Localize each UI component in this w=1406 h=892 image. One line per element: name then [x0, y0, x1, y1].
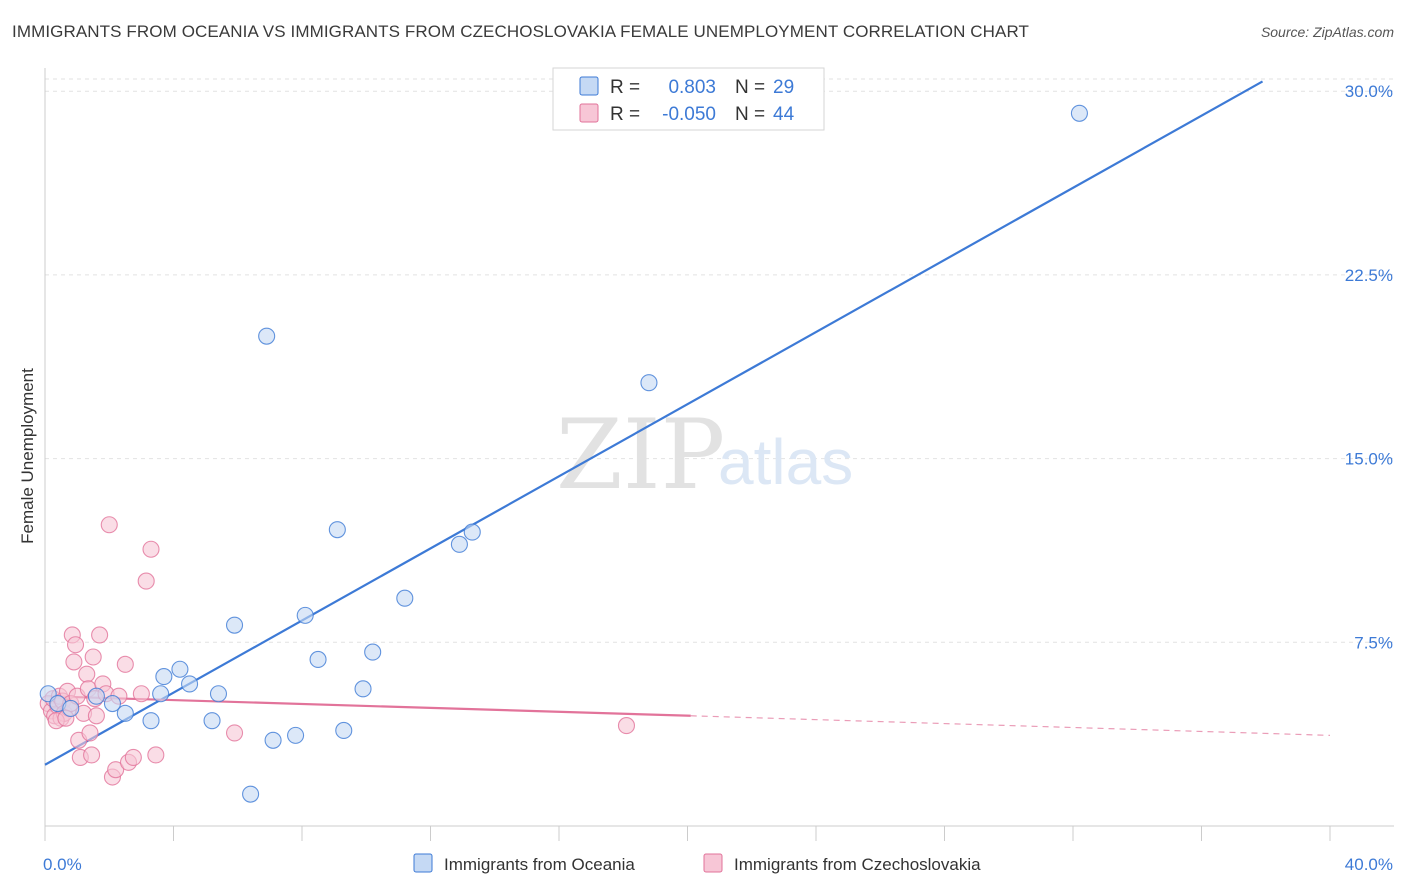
point-czechoslovakia	[137, 572, 155, 590]
legend-label-czechoslovakia: Immigrants from Czechoslovakia	[734, 855, 981, 874]
point-czechoslovakia	[84, 648, 102, 666]
point-oceania	[62, 699, 80, 717]
point-oceania	[142, 712, 160, 730]
legend: Immigrants from Oceania Immigrants from …	[413, 853, 981, 874]
point-czechoslovakia	[147, 746, 165, 764]
trend-line-czechoslovakia-extension	[690, 715, 1331, 736]
point-czechoslovakia	[225, 724, 244, 742]
stats-swatch-czechoslovakia	[579, 103, 599, 123]
point-czechoslovakia	[87, 707, 105, 725]
gridlines	[45, 78, 1394, 643]
point-oceania	[225, 616, 244, 634]
watermark: ZIP atlas	[556, 399, 853, 511]
stats-n-label-oceania: N =	[735, 77, 765, 98]
point-oceania	[328, 521, 346, 539]
point-oceania	[450, 535, 468, 553]
point-czechoslovakia	[107, 761, 125, 779]
series-oceania-points	[39, 104, 1088, 803]
point-oceania	[203, 712, 221, 730]
legend-swatch-oceania	[413, 853, 433, 873]
watermark-atlas: atlas	[718, 426, 853, 498]
point-oceania	[335, 721, 353, 740]
point-czechoslovakia	[617, 717, 636, 735]
point-oceania	[181, 675, 199, 693]
y-tick-label: 22.5%	[1345, 266, 1393, 285]
y-tick-label: 7.5%	[1354, 633, 1393, 652]
stats-n-label-czechoslovakia: N =	[735, 104, 765, 125]
point-czechoslovakia	[66, 636, 85, 654]
axes	[44, 68, 1394, 841]
point-czechoslovakia	[124, 748, 142, 766]
point-czechoslovakia	[116, 655, 134, 673]
y-tick-label: 15.0%	[1345, 450, 1393, 469]
point-czechoslovakia	[132, 685, 150, 703]
legend-swatch-czechoslovakia	[703, 853, 723, 873]
stats-r-value-czechoslovakia: -0.050	[662, 104, 716, 125]
stats-r-label-oceania: R =	[610, 77, 640, 98]
point-oceania	[209, 685, 228, 703]
point-oceania	[396, 589, 414, 607]
point-czechoslovakia	[81, 724, 99, 742]
point-oceania	[87, 687, 105, 705]
y-axis-label: Female Unemployment	[18, 368, 37, 544]
stats-n-value-oceania: 29	[773, 77, 794, 98]
point-oceania	[171, 660, 189, 678]
point-czechoslovakia	[78, 665, 96, 683]
stats-r-label-czechoslovakia: R =	[610, 104, 640, 125]
point-oceania	[309, 650, 327, 669]
point-oceania	[296, 606, 314, 624]
y-tick-label: 30.0%	[1345, 82, 1393, 101]
legend-label-oceania: Immigrants from Oceania	[444, 855, 635, 874]
source-credit: Source: ZipAtlas.com	[1260, 24, 1394, 40]
trend-line-czechoslovakia	[44, 695, 691, 717]
stats-n-value-czechoslovakia: 44	[773, 104, 795, 125]
y-tick-labels: 7.5% 15.0% 22.5% 30.0%	[1345, 82, 1393, 652]
chart-title: IMMIGRANTS FROM OCEANIA VS IMMIGRANTS FR…	[12, 22, 1030, 41]
point-oceania	[152, 685, 170, 703]
point-czechoslovakia	[91, 626, 109, 644]
point-oceania	[287, 726, 305, 744]
point-oceania	[258, 327, 276, 345]
point-czechoslovakia	[142, 540, 160, 558]
point-oceania	[264, 731, 282, 749]
watermark-zip: ZIP	[556, 399, 725, 511]
point-oceania	[116, 704, 134, 722]
trend-lines	[44, 80, 1331, 766]
stats-r-value-oceania: 0.803	[668, 77, 716, 98]
point-czechoslovakia	[100, 516, 118, 534]
point-oceania	[354, 680, 372, 698]
x-tick-label-min: 0.0%	[43, 855, 82, 874]
point-czechoslovakia	[65, 653, 83, 671]
point-oceania	[155, 668, 173, 686]
x-tick-labels: 0.0% 40.0%	[43, 855, 1393, 874]
stats-box: R = 0.803 N = 29 R = -0.050 N = 44	[552, 67, 825, 131]
x-tick-label-max: 40.0%	[1345, 855, 1393, 874]
point-oceania	[1070, 104, 1088, 122]
point-oceania	[640, 374, 658, 392]
series-czechoslovakia-points	[39, 516, 636, 786]
stats-swatch-oceania	[579, 76, 599, 96]
point-oceania	[103, 694, 122, 713]
point-czechoslovakia	[83, 746, 101, 764]
point-oceania	[242, 785, 260, 803]
point-oceania	[463, 523, 481, 541]
point-oceania	[364, 643, 382, 661]
trend-line-oceania	[44, 80, 1264, 766]
